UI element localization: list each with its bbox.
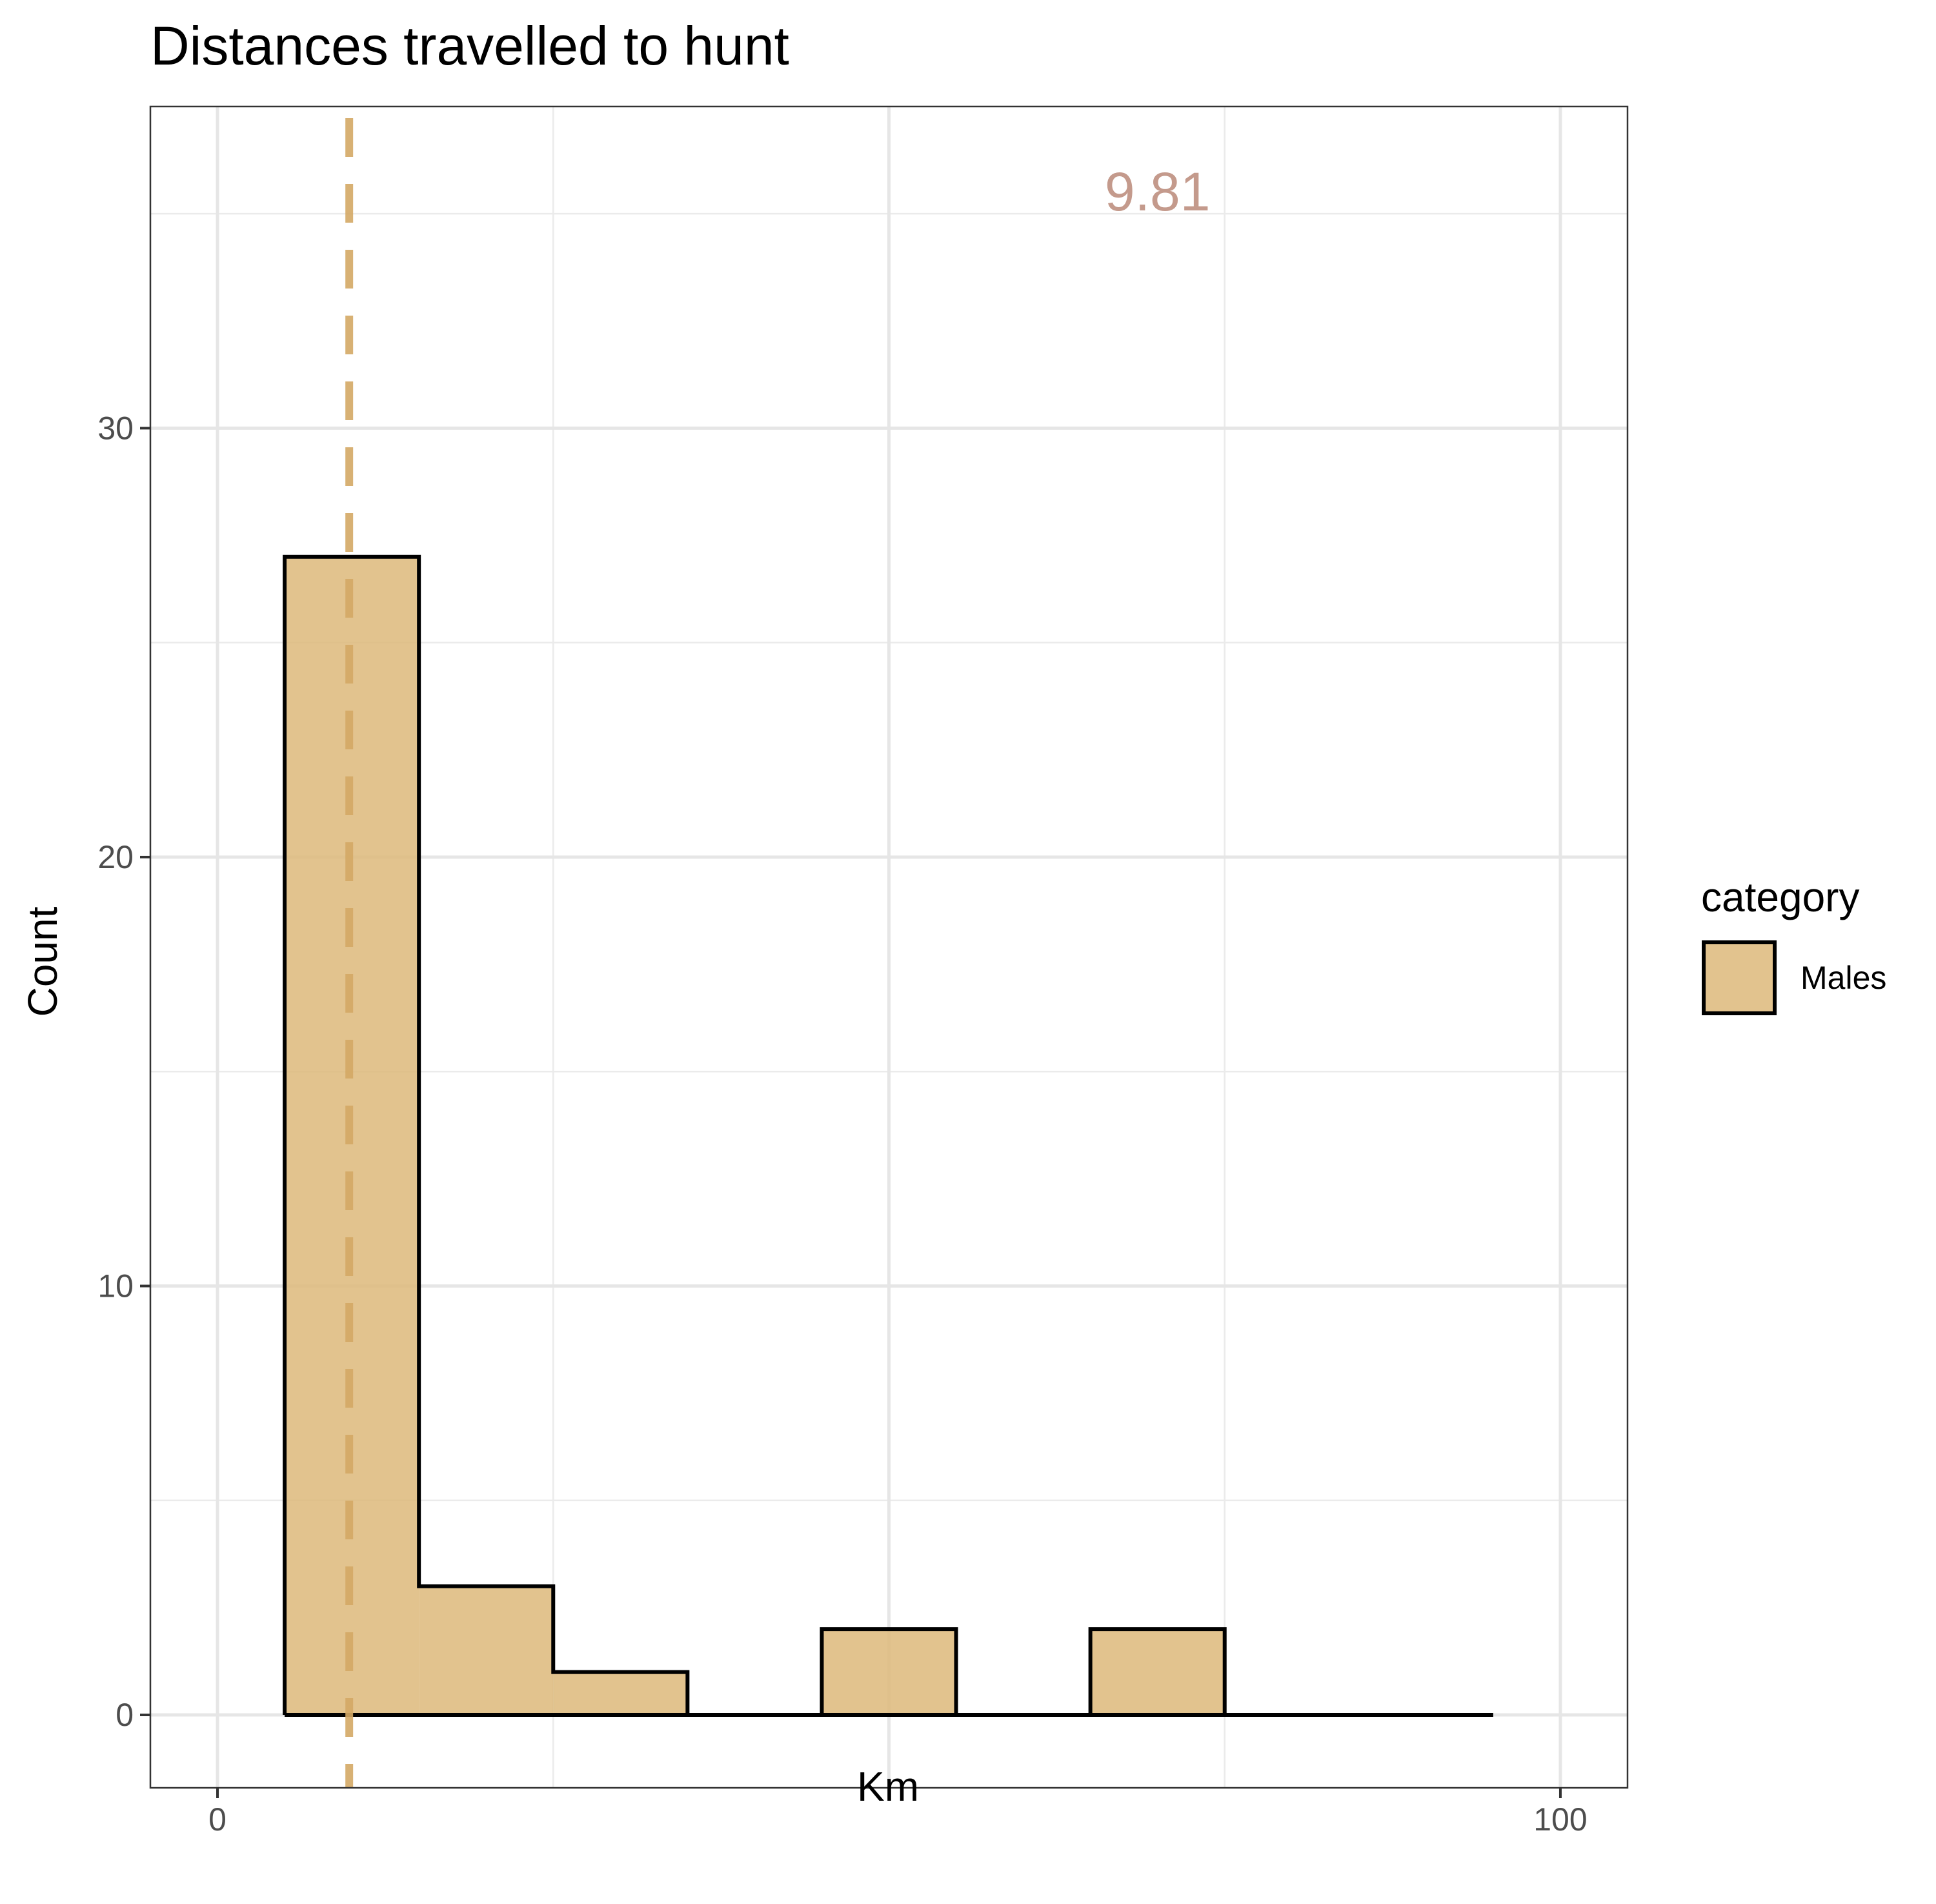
histogram-bar — [822, 1629, 956, 1716]
y-tick-label: 30 — [97, 410, 134, 446]
mean-annotation: 9.81 — [1105, 161, 1211, 222]
y-axis-title: Count — [19, 906, 66, 1017]
legend-key-males — [1702, 940, 1777, 1015]
y-tick-label: 20 — [97, 839, 134, 875]
y-tick-label: 0 — [116, 1697, 134, 1733]
y-axis: 0 10 20 30 — [97, 410, 150, 1733]
x-axis: 0 100 — [208, 1788, 1588, 1838]
chart-title: Distances travelled to hunt — [150, 15, 789, 76]
x-axis-title: Km — [857, 1763, 919, 1810]
histogram-bar — [553, 1672, 688, 1716]
x-tick-label: 100 — [1533, 1801, 1587, 1838]
x-tick-label: 0 — [208, 1801, 227, 1838]
histogram-bar — [419, 1586, 554, 1716]
legend-label-males: Males — [1800, 960, 1886, 996]
legend-title: category — [1701, 874, 1859, 920]
plot-panel: 9.81 — [149, 105, 1629, 1789]
legend: category Males — [1701, 874, 1886, 1015]
histogram-bar — [1090, 1629, 1225, 1716]
y-tick-label: 10 — [97, 1268, 134, 1304]
histogram-bars — [285, 556, 1225, 1716]
